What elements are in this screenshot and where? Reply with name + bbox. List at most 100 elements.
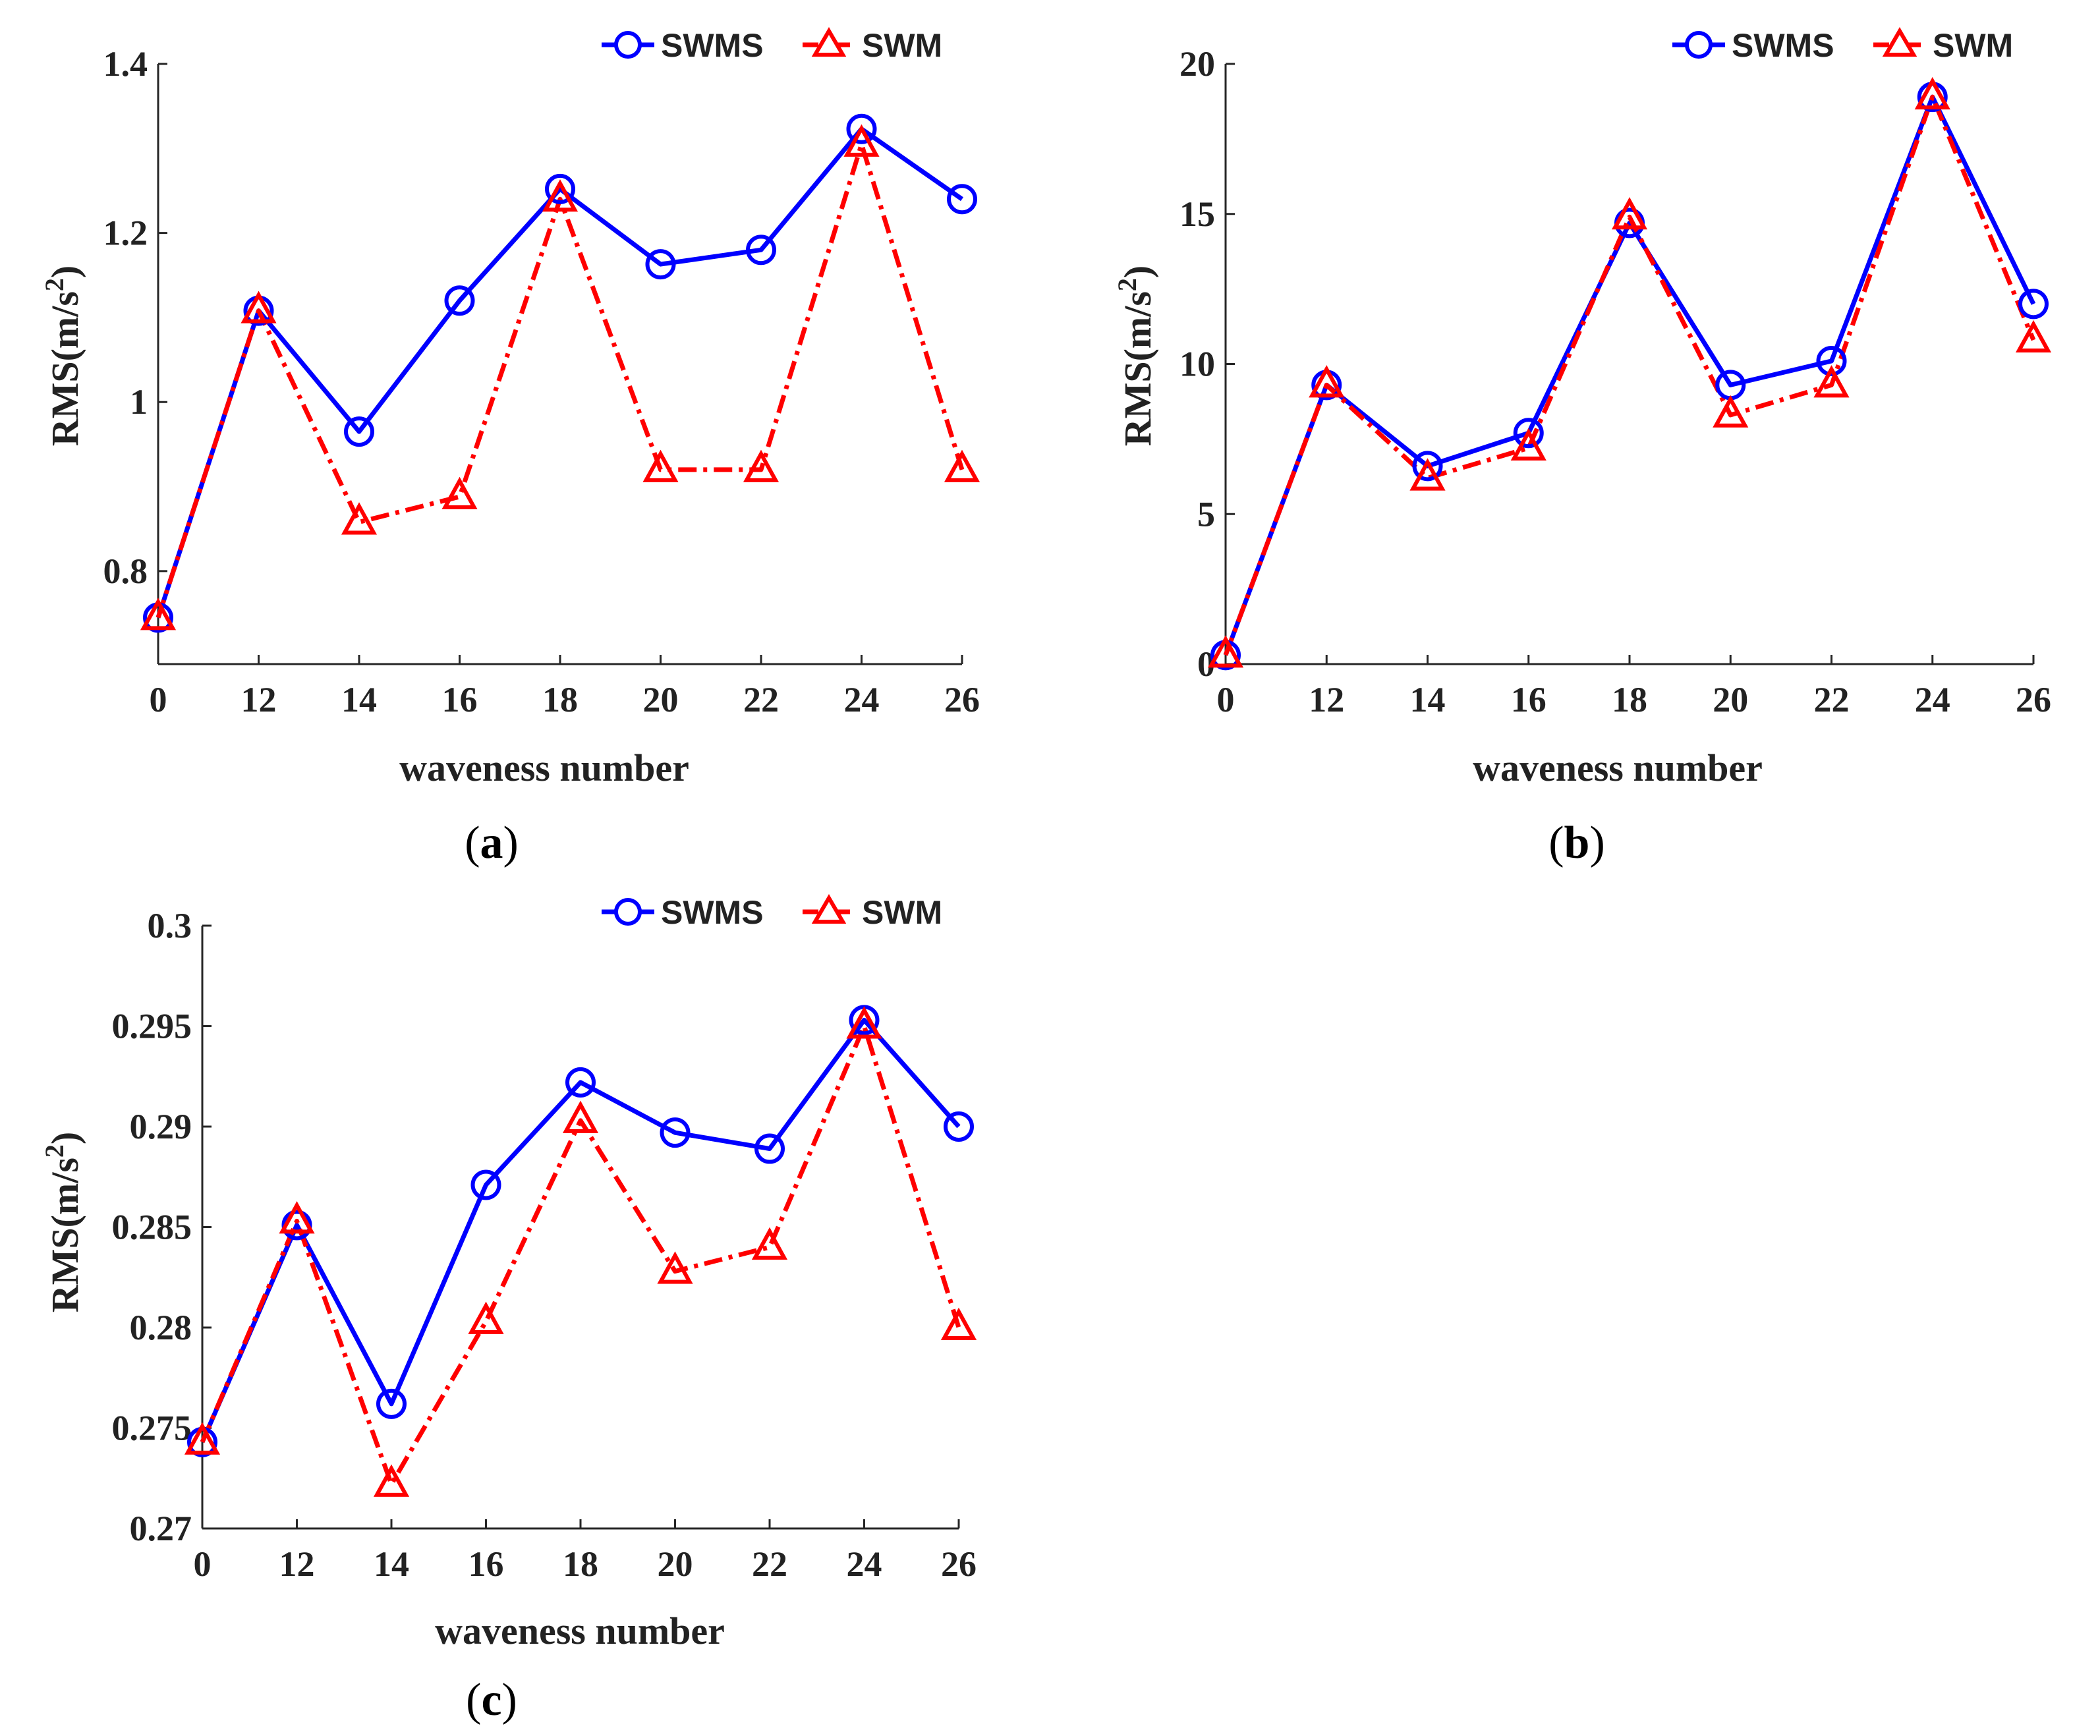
x-tick-label: 16: [1511, 680, 1547, 719]
data-point-swms: [344, 416, 374, 447]
x-tick-label: 14: [1410, 680, 1446, 719]
legend-swm-label: SWM: [862, 894, 942, 931]
x-tick-label: 16: [468, 1544, 504, 1584]
data-point-swms: [376, 1388, 407, 1419]
data-point-swm: [542, 179, 579, 212]
x-tick-label: 0: [150, 680, 167, 719]
data-point-swms: [2018, 289, 2049, 320]
data-point-swms: [1412, 451, 1443, 482]
x-tick-label: 22: [752, 1544, 787, 1584]
x-tick-label: 20: [658, 1544, 693, 1584]
plot-area-c: 0.27 0.275 0.28 0.285 0.29 0.295 0.3 0 12 14 16 18 2…: [112, 906, 977, 1584]
x-tick-label: 18: [542, 680, 578, 719]
x-tick-label: 18: [1612, 680, 1647, 719]
legend-c: SWMS SWM: [602, 894, 942, 931]
x-axis-label-c: waveness number: [435, 1610, 725, 1652]
data-point-swms: [645, 249, 676, 280]
panel-label-a: (a): [465, 818, 519, 868]
x-tick-label: 24: [844, 680, 880, 719]
y-tick-label: 10: [1179, 345, 1215, 384]
legend-swms-label: SWMS: [1732, 27, 1834, 64]
x-tick-label: 12: [279, 1544, 315, 1584]
data-point-swm: [642, 449, 679, 482]
series-line-swm: [200, 1024, 961, 1487]
chart-panel-c: 0.27 0.275 0.28 0.285 0.29 0.295 0.3 0 12 14 16 18 2…: [40, 894, 977, 1725]
y-tick-label: 1.2: [103, 213, 148, 253]
data-point-swm: [657, 1251, 693, 1284]
data-point-swm: [1611, 197, 1648, 230]
legend-swm-marker: [811, 27, 847, 57]
y-tick-label: 15: [1179, 194, 1215, 234]
data-point-swm: [1207, 635, 1244, 668]
x-tick-label: 0: [1217, 680, 1235, 719]
data-point-swms: [1513, 418, 1544, 449]
x-tick-label: 26: [941, 1544, 977, 1584]
x-tick-label: 24: [847, 1544, 882, 1584]
data-point-swm: [2015, 320, 2052, 353]
plot-area-a: 0.8 1 1.2 1.4 0 12 14 16 18 20 22 24 26: [103, 44, 980, 719]
legend-a: SWMS SWM: [602, 27, 942, 64]
legend-swm-marker: [811, 894, 847, 924]
y-tick-label: 0.295: [112, 1007, 192, 1046]
legend-swms-marker: [1685, 31, 1713, 59]
x-tick-label: 14: [374, 1544, 409, 1584]
y-tick-label: 1: [130, 382, 148, 422]
y-tick-label: 0.28: [130, 1308, 192, 1347]
data-point-swm: [1409, 458, 1446, 491]
x-tick-label: 12: [241, 680, 277, 719]
data-point-swm: [140, 598, 177, 630]
data-point-swm: [468, 1301, 504, 1334]
y-tick-label: 0.3: [148, 906, 192, 945]
data-point-swm: [184, 1422, 221, 1455]
x-tick-label: 24: [1915, 680, 1950, 719]
legend-b: SWMS SWM: [1672, 27, 2013, 64]
y-tick-label: 0.27: [130, 1509, 192, 1548]
data-point-swm: [373, 1464, 410, 1497]
x-tick-label: 12: [1309, 680, 1344, 719]
data-point-swm: [944, 449, 980, 482]
data-point-swms: [944, 1111, 974, 1142]
data-point-swm: [1813, 365, 1850, 398]
series-line-swms: [200, 1017, 961, 1443]
data-point-swm: [940, 1307, 977, 1340]
y-tick-label: 1.4: [103, 44, 148, 84]
legend-swm-marker: [1882, 27, 1917, 57]
series-line-swms: [156, 126, 964, 619]
legend-swm-label: SWM: [1933, 27, 2013, 64]
legend-swm-label: SWM: [862, 27, 942, 64]
data-point-swm: [441, 476, 478, 509]
x-tick-label: 14: [341, 680, 377, 719]
data-point-swms: [754, 1133, 785, 1164]
y-tick-label: 20: [1179, 44, 1215, 84]
data-point-swm: [846, 1006, 882, 1039]
x-tick-label: 16: [442, 680, 478, 719]
data-point-swms: [846, 113, 877, 144]
x-axis-label-b: waveness number: [1473, 746, 1763, 789]
data-point-swms: [947, 184, 977, 215]
x-tick-label: 0: [194, 1544, 212, 1584]
legend-swms-marker: [614, 31, 642, 59]
data-point-swms: [1816, 345, 1847, 376]
series-line-swm: [156, 142, 965, 619]
data-point-swm: [1309, 365, 1345, 398]
series-line-swms: [1223, 94, 2036, 656]
data-point-swm: [751, 1227, 788, 1260]
data-point-swm: [562, 1100, 599, 1133]
x-tick-label: 26: [944, 680, 980, 719]
x-axis-label-a: waveness number: [399, 746, 689, 789]
data-point-swm: [341, 502, 378, 535]
panel-label-b: (b): [1548, 818, 1605, 868]
data-point-swm: [843, 124, 880, 157]
y-axis-label-b: RMS(m/s2): [1112, 266, 1159, 447]
x-tick-label: 22: [1814, 680, 1850, 719]
y-axis-label-a: RMS(m/s2): [40, 266, 86, 447]
x-tick-label: 18: [563, 1544, 598, 1584]
data-point-swms: [444, 285, 475, 316]
panel-label-c: (c): [466, 1675, 517, 1725]
data-point-swms: [470, 1169, 501, 1200]
x-tick-label: 20: [643, 680, 679, 719]
data-point-swms: [565, 1067, 596, 1098]
x-tick-label: 22: [743, 680, 779, 719]
